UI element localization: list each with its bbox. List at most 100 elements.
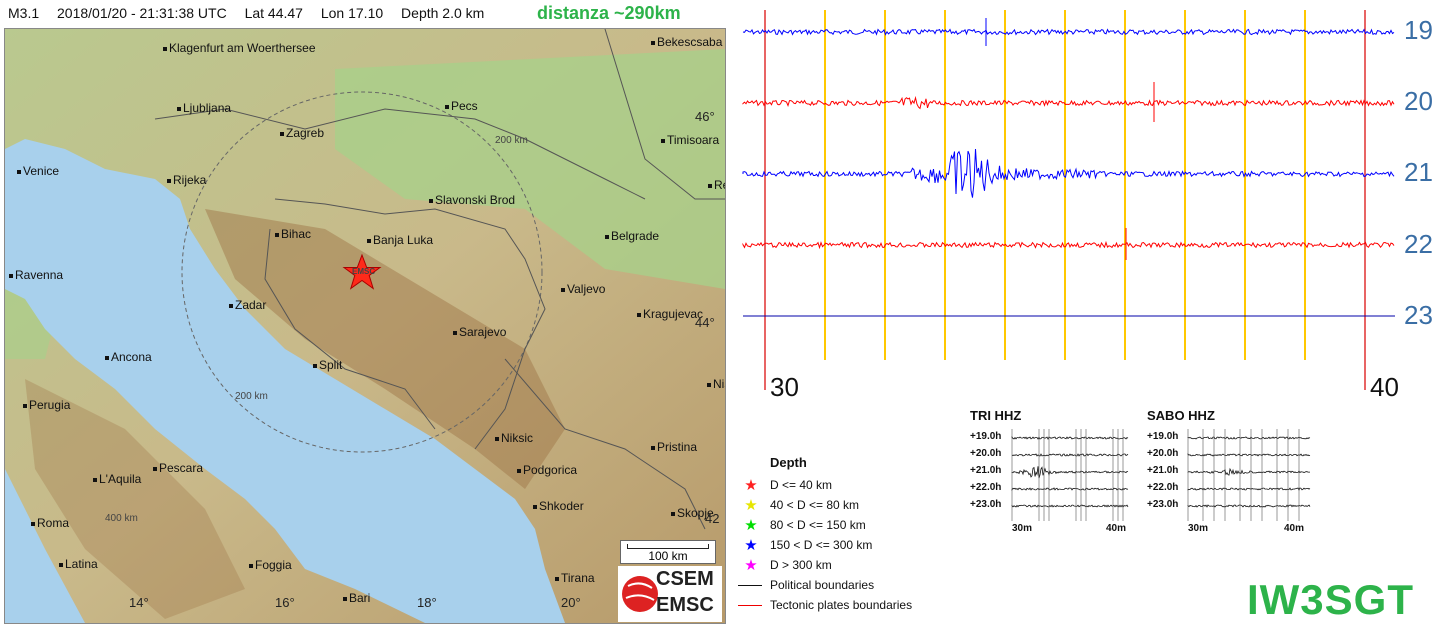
legend-title: Depth	[770, 455, 807, 470]
seismic-trace	[742, 28, 1395, 36]
mini-row-label: +21.0h	[970, 465, 1002, 476]
mini-row-label: +20.0h	[1147, 448, 1179, 459]
city-label: Pecs	[445, 99, 478, 113]
event-header: M3.1 2018/01/20 - 21:31:38 UTC Lat 44.47…	[8, 5, 498, 27]
city-label: Nis	[707, 377, 725, 391]
city-label: Tirana	[555, 571, 595, 585]
city-label: Zagreb	[280, 126, 324, 140]
mini-row-label: +19.0h	[1147, 431, 1179, 442]
minute-end-label: 40	[1370, 372, 1399, 402]
legend-item: ★ 80 < D <= 150 km	[738, 515, 912, 535]
callsign: IW3SGT	[1247, 576, 1415, 623]
city-label: Ancona	[105, 350, 152, 364]
hour-label: 22	[1404, 229, 1433, 259]
mini-trace	[1011, 466, 1129, 479]
event-lon: Lon 17.10	[320, 5, 384, 21]
star-icon: ★	[744, 557, 758, 574]
city-label: Rijeka	[167, 173, 206, 187]
mini-row-label: +21.0h	[1147, 465, 1179, 476]
lon-label: 18°	[417, 595, 437, 610]
event-lat: Lat 44.47	[244, 5, 303, 21]
hour-label: 21	[1404, 157, 1433, 187]
city-label: Ravenna	[9, 268, 63, 282]
city-label: Split	[313, 358, 342, 372]
mini-title-sabo: SABO HHZ	[1147, 408, 1215, 423]
star-icon: ★	[744, 517, 758, 534]
city-label: Perugia	[23, 398, 70, 412]
lat-label: 46°	[695, 109, 715, 124]
mini-row-label: +19.0h	[970, 431, 1002, 442]
map-scale: 100 km	[620, 540, 716, 564]
city-label: Belgrade	[605, 229, 659, 243]
city-label: Pristina	[651, 440, 697, 454]
city-label: L'Aquila	[93, 472, 141, 486]
epicenter-star-icon	[342, 253, 382, 290]
epicenter-map: Klagenfurt am Woerthersee Bekescsaba Lju…	[4, 28, 726, 624]
city-label: Pescara	[153, 461, 203, 475]
legend-political: Political boundaries	[738, 575, 912, 595]
event-depth: Depth 2.0 km	[401, 5, 485, 21]
hour-label: 20	[1404, 86, 1433, 116]
mini-trace	[1187, 487, 1311, 491]
seismic-trace	[742, 95, 1395, 110]
lon-label: 16°	[275, 595, 295, 610]
mini-row-label: +23.0h	[1147, 499, 1179, 510]
hour-label: 23	[1404, 300, 1433, 330]
city-label: Slavonski Brod	[429, 193, 515, 207]
mini-x-label: 30m	[1188, 523, 1209, 534]
minute-start-label: 30	[770, 372, 799, 402]
city-label: Bihac	[275, 227, 311, 241]
magnitude: M3.1	[8, 5, 40, 21]
csem-emsc-logo: CSEM EMSC	[618, 566, 722, 622]
city-label: Shkoder	[533, 499, 584, 513]
event-datetime: 2018/01/20 - 21:31:38 UTC	[57, 5, 227, 21]
hour-label: 19	[1404, 15, 1433, 45]
star-icon: ★	[744, 537, 758, 554]
city-label: Sarajevo	[453, 325, 506, 339]
lat-label: 42	[705, 511, 720, 526]
lon-label: 14°	[129, 595, 149, 610]
city-label: Skopje	[671, 506, 714, 520]
city-label: Banja Luka	[367, 233, 433, 247]
city-label: Foggia	[249, 558, 292, 572]
mini-trace	[1187, 452, 1311, 457]
legend-item: ★ 40 < D <= 80 km	[738, 495, 912, 515]
logo-text-top: CSEM	[656, 568, 714, 590]
mini-x-label: 40m	[1106, 523, 1127, 534]
mini-trace	[1011, 504, 1129, 508]
ring-label: 200 km	[235, 391, 268, 402]
city-label: Podgorica	[517, 463, 577, 477]
ring-label: 400 km	[105, 513, 138, 524]
legend-item: ★ D <= 40 km	[738, 475, 912, 495]
seismic-trace	[742, 240, 1395, 250]
city-label: Roma	[31, 516, 69, 530]
lon-label: 20°	[561, 595, 581, 610]
star-icon: ★	[744, 477, 758, 494]
mini-row-label: +20.0h	[970, 448, 1002, 459]
city-label: Valjevo	[561, 282, 605, 296]
lat-label: 44°	[695, 315, 715, 330]
city-label: Zadar	[229, 298, 266, 312]
mini-trace	[1187, 436, 1311, 440]
city-label: Bekescsaba	[651, 35, 722, 49]
mini-row-label: +23.0h	[970, 499, 1002, 510]
mini-title-tri: TRI HHZ	[970, 408, 1022, 423]
seismic-trace	[742, 148, 1395, 198]
city-label: Bari	[343, 591, 370, 605]
ring-label: 200 km	[495, 135, 528, 146]
city-label: Venice	[17, 164, 59, 178]
mini-helicorders	[1011, 429, 1311, 521]
city-label: Niksic	[495, 431, 533, 445]
seismogram-panel: 19 20 21 22 23 30 40	[740, 0, 1447, 410]
mini-x-label: 40m	[1284, 523, 1305, 534]
city-label: Ljubljana	[177, 101, 231, 115]
globe-icon	[622, 576, 658, 612]
city-label: Latina	[59, 557, 98, 571]
legend-tectonic: Tectonic plates boundaries	[738, 595, 912, 615]
city-label: Kragujevac	[637, 307, 703, 321]
star-icon: ★	[744, 497, 758, 514]
mini-trace	[1187, 504, 1311, 508]
legend-item: ★ 150 < D <= 300 km	[738, 535, 912, 555]
mini-trace	[1187, 467, 1310, 476]
mini-row-label: +22.0h	[970, 482, 1002, 493]
